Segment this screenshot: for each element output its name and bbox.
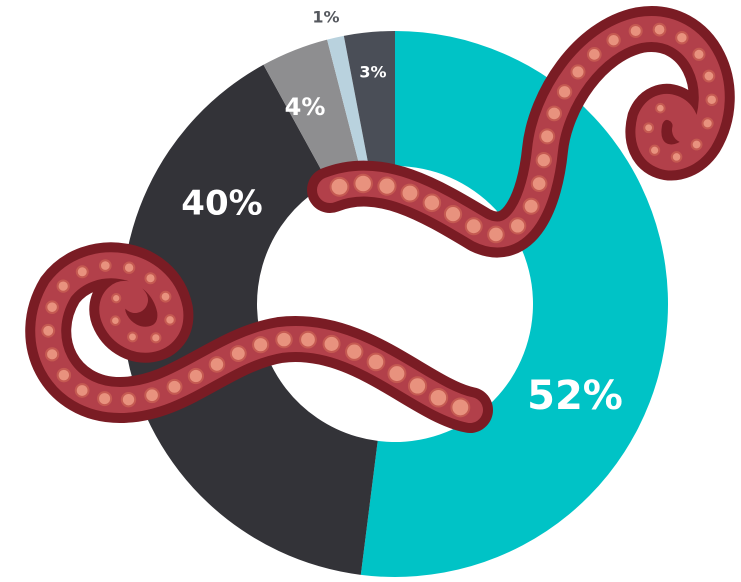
sucker xyxy=(74,383,90,398)
sucker xyxy=(535,151,552,169)
sucker xyxy=(522,197,540,215)
sucker xyxy=(366,352,386,372)
sucker xyxy=(530,175,548,192)
sucker xyxy=(450,397,471,418)
sucker xyxy=(144,272,157,285)
sucker xyxy=(428,387,449,408)
sucker xyxy=(690,138,703,151)
sucker xyxy=(643,122,655,134)
sucker xyxy=(120,391,137,408)
sucker xyxy=(122,261,136,274)
value-label: 40% xyxy=(181,184,262,224)
sucker xyxy=(56,279,70,293)
sucker xyxy=(628,23,643,39)
sucker xyxy=(345,342,364,361)
sucker xyxy=(670,151,683,163)
sucker xyxy=(606,33,621,48)
sucker xyxy=(97,391,113,407)
donut-slice xyxy=(360,31,668,578)
sucker xyxy=(422,193,442,213)
sucker xyxy=(377,176,397,196)
sucker xyxy=(299,330,317,349)
sucker xyxy=(166,378,183,395)
sucker xyxy=(586,47,602,62)
sucker xyxy=(387,364,407,384)
sucker xyxy=(45,347,60,362)
sucker xyxy=(56,367,72,383)
sucker xyxy=(570,64,586,80)
sucker xyxy=(655,102,666,114)
sucker xyxy=(322,334,341,353)
sucker xyxy=(75,265,89,279)
sucker xyxy=(464,217,483,236)
donut-slice xyxy=(343,31,395,169)
sucker xyxy=(509,217,527,235)
sucker xyxy=(407,376,428,396)
donut-slice xyxy=(327,35,370,171)
sucker xyxy=(98,259,112,272)
sucker xyxy=(164,314,176,326)
sucker xyxy=(144,387,160,404)
sucker xyxy=(208,356,226,373)
sucker xyxy=(329,176,350,197)
sucker xyxy=(546,105,563,122)
value-label: 4% xyxy=(285,93,326,121)
sucker xyxy=(111,293,122,304)
sucker xyxy=(45,300,59,314)
sucker xyxy=(110,315,121,327)
sucker xyxy=(649,144,661,156)
donut-slice xyxy=(263,39,361,184)
sucker xyxy=(692,47,706,61)
sucker xyxy=(400,183,420,203)
sucker xyxy=(252,336,270,354)
sucker xyxy=(701,117,714,130)
sucker xyxy=(539,128,556,145)
sucker xyxy=(487,225,505,244)
sucker xyxy=(556,84,573,100)
sucker xyxy=(41,323,56,338)
labels: 52% 40% 4% 1% 3% xyxy=(181,8,623,420)
sucker xyxy=(159,290,172,303)
donut xyxy=(122,31,668,578)
sucker xyxy=(705,93,718,107)
sucker xyxy=(275,330,293,349)
sucker xyxy=(675,30,689,45)
sucker xyxy=(652,22,667,37)
sucker xyxy=(229,345,247,362)
value-label: 52% xyxy=(527,373,623,419)
suckers xyxy=(41,22,718,418)
sucker xyxy=(150,332,162,344)
sucker xyxy=(353,173,373,194)
sucker xyxy=(443,204,463,224)
sucker xyxy=(702,69,716,83)
value-label: 1% xyxy=(312,8,339,27)
sucker xyxy=(187,367,205,385)
value-label: 3% xyxy=(359,63,386,82)
sucker xyxy=(127,331,138,343)
